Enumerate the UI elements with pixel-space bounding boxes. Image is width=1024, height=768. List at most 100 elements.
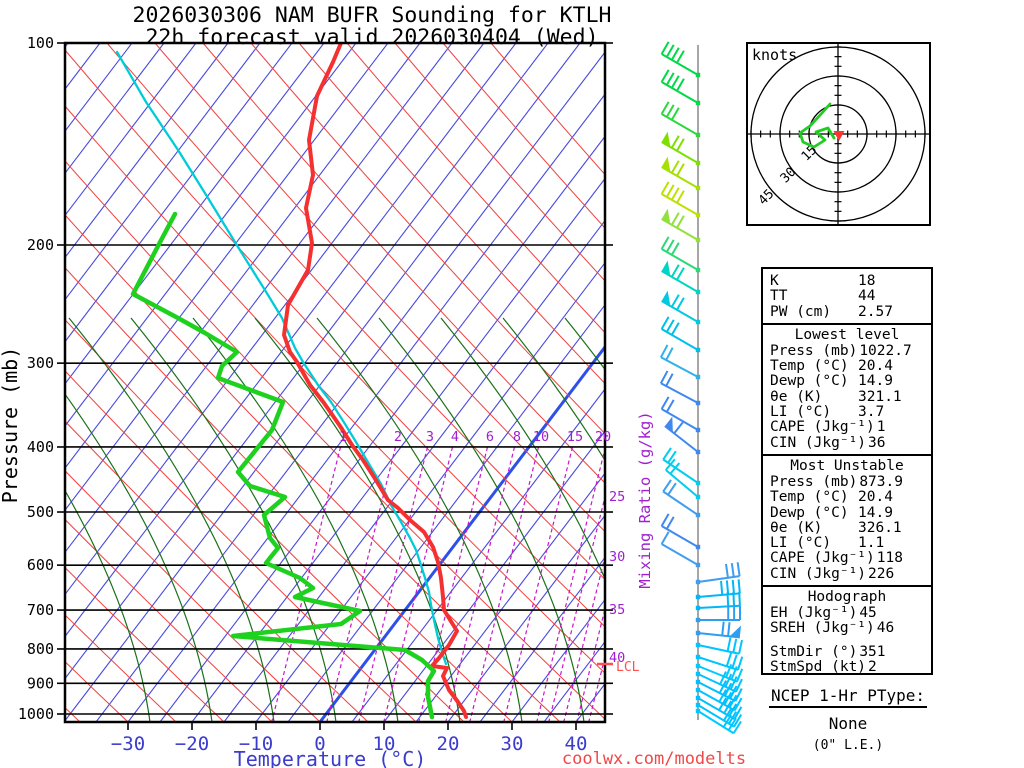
stat-label: Dewp (°C) [770,504,849,521]
plot-border [63,41,607,724]
stat-label: Press (mb) [770,342,858,359]
watermark: coolwx.com/modelts [562,749,746,768]
stat-value: 2.57 [858,303,893,320]
pressure-tick-label: 900 [27,674,54,692]
mixing-ratio-edge-label: 35 [609,602,625,618]
stats-section: Lowest level Press (mb) 1022.7 Temp (°C) 20.… [763,322,931,454]
mixing-ratio-label: 1 [339,429,347,445]
table-row: CIN (Jkg⁻¹) 226 [763,565,931,582]
table-row: LI (°C) 1.1 [763,535,931,552]
mixing-ratio-edge-label: 40 [609,650,625,666]
wind-barb [695,606,741,623]
hodograph-border [746,42,931,226]
wind-barb [695,591,741,611]
stat-value: 45 [859,605,877,622]
mixing-ratio-label: 15 [567,429,583,445]
wind-barb [662,479,701,518]
table-row: Dewp (°C) 14.9 [763,504,931,521]
stat-label: StmDir (°) [770,643,858,660]
sounding-traces [115,43,468,720]
temperature-tick-label: 0 [314,733,325,755]
wind-barb [695,663,744,683]
table-row: LI (°C) 3.7 [763,404,931,421]
temperature-tick-label: −20 [175,733,209,755]
wind-barb [661,290,701,325]
wind-barb [660,181,701,218]
wind-barb [662,447,701,486]
stat-label: LI (°C) [770,535,832,552]
stat-value: 20.4 [858,358,893,375]
wind-barb [660,396,701,433]
stat-value: 14.9 [858,504,893,521]
wind-barb [661,156,701,191]
mixing-ratio-label: 8 [513,429,521,445]
dewpoint-trace [130,211,437,720]
ptype-block: NCEP 1-Hr PType: None (0" L.E.) [752,686,944,753]
lcl-label: LCL [616,660,640,675]
table-row: Dewp (°C) 14.9 [763,373,931,390]
pressure-tick-label: 400 [27,438,54,456]
stat-label: StmSpd (kt) [770,658,867,675]
wind-barb [660,344,701,380]
pressure-tick-label: 500 [27,503,54,521]
wind-barb [660,101,701,138]
stat-value: 1022.7 [859,342,912,359]
temperature-tick-label: 20 [437,733,460,755]
wind-barb [664,416,701,455]
stat-label: θe (K) [770,388,823,405]
mixing-ratio-label: 6 [486,429,494,445]
mixing-ratio-label: 3 [426,429,434,445]
table-row: CAPE (Jkg⁻¹) 118 [763,551,931,567]
wind-barb [695,621,742,639]
stat-value: 44 [858,288,876,305]
hodograph-units-label: knots [752,46,797,64]
pressure-tick-label: 100 [27,34,54,52]
stat-label: CIN (Jkg⁻¹) [770,434,867,451]
stat-label: θe (K) [770,519,823,536]
sounding-stats-panel: K 18 TT 44 PW (cm) 2.57 Lowest level Press (mb)… [761,267,933,675]
stat-label: PW (cm) [770,303,832,320]
mixing-ratio-axis-title: Mixing Ratio (g/kg) [636,411,654,588]
mixing-ratio-edge-label: 30 [609,549,625,565]
wind-barb [695,637,743,655]
section-header: Most Unstable [790,457,904,474]
stats-section: Hodograph EH (Jkg⁻¹) 45 SREH (Jkg⁻¹) 46 StmDi… [763,585,931,678]
stat-label: Temp (°C) [770,489,849,506]
ptype-value: None [828,714,868,733]
stat-label: Dewp (°C) [770,373,849,390]
y-axis-title: Pressure (mb) [0,347,22,504]
pressure-tick-label: 200 [27,236,54,254]
stat-label: TT [770,288,788,305]
section-header: Hodograph [807,589,887,606]
wind-barb [660,316,701,353]
pressure-tick-label: 300 [27,354,54,372]
table-row: θe (K) 321.1 [763,388,931,405]
wind-barb [695,695,743,720]
stat-label: Press (mb) [770,473,858,490]
stat-value: 1.1 [858,535,885,552]
temperature-tick-label: 40 [565,733,588,755]
storm-motion-marker [833,131,845,141]
temperature-tick-label: −10 [239,733,273,755]
table-row: K 18 [763,273,931,289]
stat-value: 321.1 [858,388,902,405]
stat-label: CIN (Jkg⁻¹) [770,565,867,582]
wind-barb [695,702,743,728]
pressure-tick-label: 600 [27,556,54,574]
table-row: Press (mb) 873.9 [763,473,931,490]
stat-value: 2 [868,658,877,675]
wind-barb [660,370,701,406]
table-row: TT 44 [763,288,931,305]
table-row: CAPE (Jkg⁻¹) 1 [763,420,931,436]
stat-label: SREH (Jkg⁻¹) [770,620,875,637]
stat-label: Temp (°C) [770,358,849,375]
wind-barb [695,671,743,693]
stat-value: 351 [859,643,886,660]
stat-label: LI (°C) [770,404,832,421]
wind-barb [661,260,701,295]
stat-value: 36 [868,434,886,451]
wind-barb [695,562,741,585]
